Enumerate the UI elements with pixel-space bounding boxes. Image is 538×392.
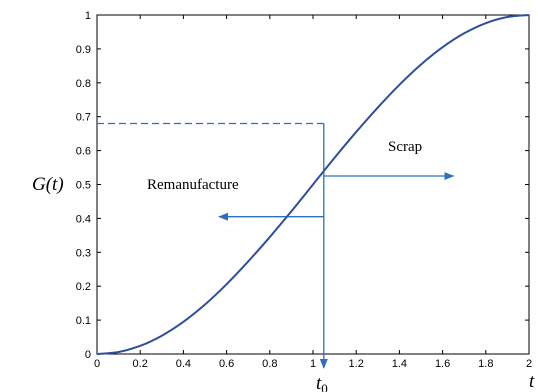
threshold-label: t0 (316, 373, 328, 392)
y-tick-label: 0.1 (76, 315, 91, 327)
y-tick-label: 0.9 (76, 44, 91, 56)
x-tick-label: 0 (94, 358, 100, 370)
x-tick-label: 0.4 (176, 358, 191, 370)
remanufacture-label: Remanufacture (147, 177, 239, 193)
x-tick-label: 0.2 (133, 358, 148, 370)
x-tick-label: 2 (526, 358, 532, 370)
y-tick-label: 0.5 (76, 180, 91, 192)
threshold-guides (97, 122, 455, 369)
x-tick-label: 1.8 (478, 358, 493, 370)
x-tick-label: 1 (310, 358, 316, 370)
x-tick-label: 0.8 (262, 358, 277, 370)
y-axis: 0 0.1 0.2 0.3 0.4 0.5 0.6 0.7 0.8 0.9 1 (76, 10, 529, 361)
x-tick-label: 1.2 (349, 358, 364, 370)
y-tick-label: 0.6 (76, 146, 91, 158)
x-tick-label: 1.6 (435, 358, 450, 370)
scrap-label: Scrap (388, 139, 422, 155)
y-tick-label: 0.8 (76, 78, 91, 90)
y-tick-label: 0 (85, 349, 91, 361)
y-axis-title: G(t) (32, 174, 64, 195)
x-axis-title: t (529, 371, 535, 392)
series-line (96, 14, 530, 355)
y-tick-label: 0.7 (76, 112, 91, 124)
y-tick-label: 0.2 (76, 281, 91, 293)
y-tick-label: 0.3 (76, 247, 91, 259)
x-tick-label: 1.4 (392, 358, 407, 370)
y-tick-label: 1 (85, 10, 91, 22)
y-tick-label: 0.4 (76, 213, 91, 225)
x-tick-label: 0.6 (219, 358, 234, 370)
x-axis: 0 0.2 0.4 0.6 0.8 1 1.2 1.4 1.6 1.8 2 (94, 15, 532, 370)
